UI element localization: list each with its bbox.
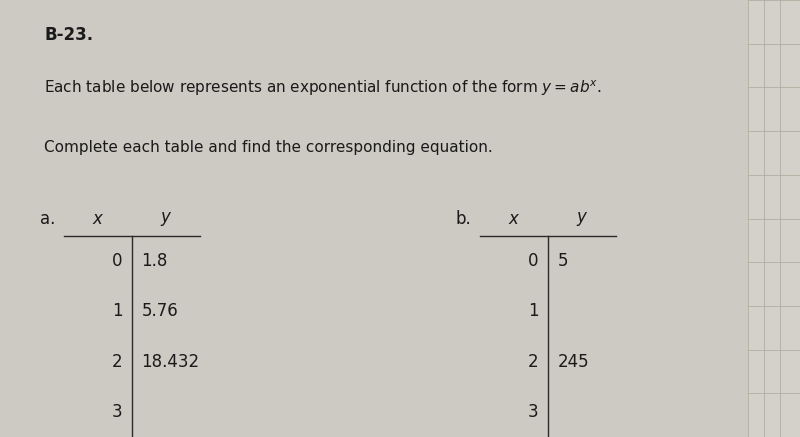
Text: $y$: $y$ [576, 210, 588, 228]
Text: 3: 3 [528, 403, 538, 421]
Text: 5: 5 [558, 252, 568, 270]
Text: 1: 1 [112, 302, 122, 320]
Text: $y$: $y$ [160, 210, 172, 228]
Text: 18.432: 18.432 [142, 353, 200, 371]
Text: 2: 2 [112, 353, 122, 371]
Text: B-23.: B-23. [44, 26, 93, 44]
Text: 3: 3 [112, 403, 122, 421]
Text: $x$: $x$ [92, 210, 104, 228]
Text: 0: 0 [112, 252, 122, 270]
Text: 1.8: 1.8 [142, 252, 168, 270]
Text: Each table below represents an exponential function of the form $y = ab^x$.: Each table below represents an exponenti… [44, 79, 602, 98]
Bar [748, 0, 800, 437]
Text: 1: 1 [528, 302, 538, 320]
Text: 245: 245 [558, 353, 590, 371]
Text: Complete each table and find the corresponding equation.: Complete each table and find the corresp… [44, 140, 493, 155]
Text: b.: b. [456, 210, 472, 228]
Text: a.: a. [40, 210, 55, 228]
Text: 5.76: 5.76 [142, 302, 178, 320]
Text: 0: 0 [528, 252, 538, 270]
Text: 2: 2 [528, 353, 538, 371]
Text: $x$: $x$ [508, 210, 520, 228]
